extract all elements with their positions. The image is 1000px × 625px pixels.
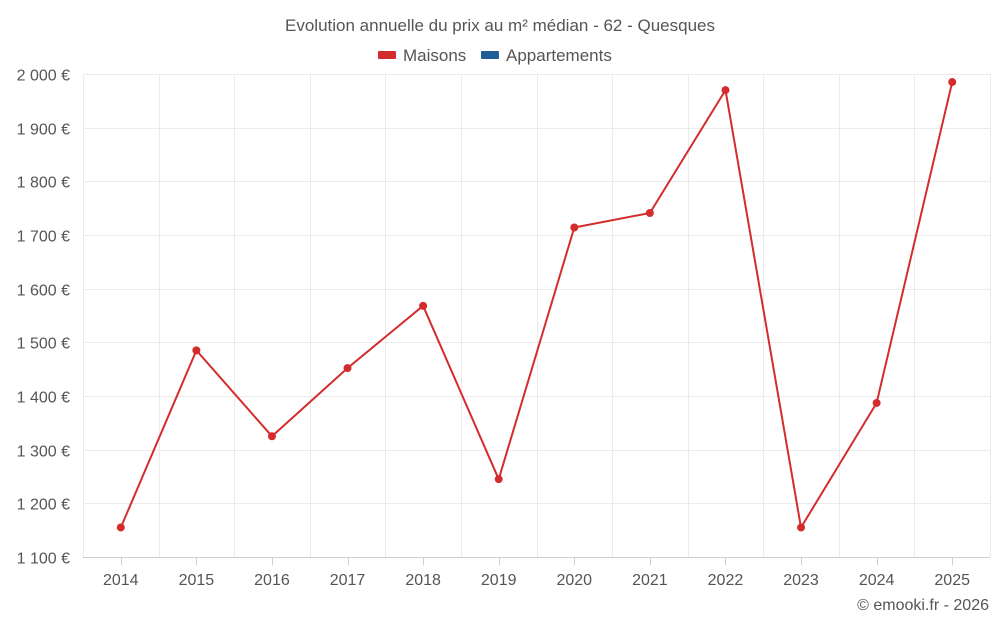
legend-item-maisons[interactable]: Maisons: [378, 46, 466, 65]
data-point[interactable]: [797, 523, 806, 532]
x-tick-label: 2019: [481, 572, 517, 589]
data-point[interactable]: [343, 364, 352, 373]
legend-item-appartements[interactable]: Appartements: [481, 46, 612, 65]
x-tick-label: 2020: [556, 572, 592, 589]
y-tick-label: 2 000 €: [17, 68, 70, 85]
legend-label-maisons: Maisons: [403, 46, 466, 65]
x-tick-label: 2022: [708, 572, 744, 589]
legend-swatch-maisons: [378, 51, 396, 59]
x-tick-label: 2018: [405, 572, 441, 589]
credit-text: © emooki.fr - 2026: [857, 597, 989, 614]
y-tick-label: 1 800 €: [17, 175, 70, 192]
data-point[interactable]: [645, 208, 654, 217]
data-point[interactable]: [419, 301, 428, 310]
chart-title: Evolution annuelle du prix au m² médian …: [285, 16, 715, 35]
data-point[interactable]: [267, 432, 276, 441]
legend-label-appartements: Appartements: [506, 46, 612, 65]
x-tick-label: 2024: [859, 572, 895, 589]
x-tick-label: 2014: [103, 572, 139, 589]
x-tick-label: 2021: [632, 572, 668, 589]
data-point[interactable]: [192, 346, 201, 355]
series-maisons: [116, 78, 957, 532]
data-point[interactable]: [570, 223, 579, 232]
y-tick-label: 1 100 €: [17, 551, 70, 568]
x-axis-ticks: 2014 2015 2016 2017 2018 2019 2020 2021 2022 2023…: [103, 557, 970, 589]
x-tick-label: 2015: [179, 572, 215, 589]
series-line: [119, 81, 954, 529]
legend: Maisons Appartements: [378, 46, 612, 65]
vertical-gridlines: [83, 74, 991, 557]
x-tick-label: 2025: [934, 572, 970, 589]
data-point[interactable]: [116, 523, 125, 532]
y-tick-label: 1 900 €: [17, 122, 70, 139]
y-tick-label: 1 200 €: [17, 497, 70, 514]
x-tick-label: 2023: [783, 572, 819, 589]
y-tick-label: 1 300 €: [17, 444, 70, 461]
y-tick-label: 1 600 €: [17, 283, 70, 300]
y-tick-label: 1 700 €: [17, 229, 70, 246]
data-point[interactable]: [721, 86, 730, 95]
y-tick-label: 1 400 €: [17, 390, 70, 407]
x-tick-label: 2017: [330, 572, 366, 589]
y-axis-ticks: 1 100 € 1 200 € 1 300 € 1 400 € 1 500 € 1 600…: [17, 68, 70, 568]
horizontal-gridlines: [83, 74, 990, 504]
data-point[interactable]: [494, 475, 503, 484]
data-point[interactable]: [948, 78, 957, 87]
y-tick-label: 1 500 €: [17, 336, 70, 353]
data-point[interactable]: [872, 398, 881, 407]
legend-swatch-appartements: [481, 51, 499, 59]
x-tick-label: 2016: [254, 572, 290, 589]
